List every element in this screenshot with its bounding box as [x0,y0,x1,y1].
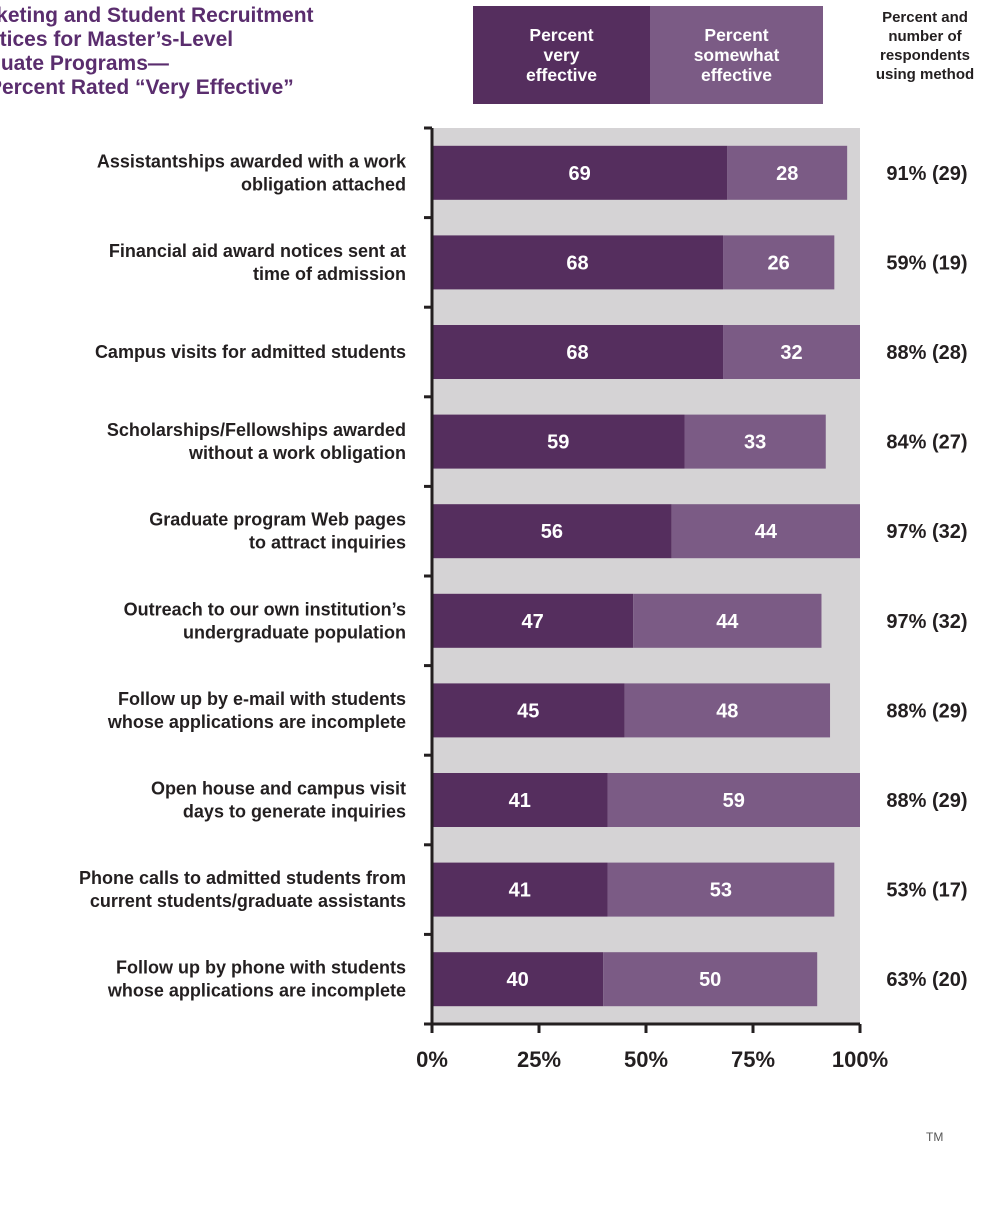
x-tick-label-4: 100% [832,1047,888,1072]
category-label-3: Campus visits for admitted students [95,342,406,362]
x-tick-label-2: 50% [624,1047,668,1072]
usage-column-header: Percent and number of respondents using … [875,9,975,83]
category-label-9-line-1: Phone calls to admitted students from [79,868,406,888]
legend-somewhat-effective: Percent somewhat effective [650,6,823,104]
category-label-10-line-2: whose applications are incomplete [107,981,406,1001]
bar-somewhat-10 [603,952,818,1007]
value-label-somewhat-4: 33 [744,432,766,454]
value-label-somewhat-7: 48 [716,700,738,722]
usage-label-1: 91% (29) [886,163,967,185]
bar-somewhat-9 [607,862,835,917]
bar-very-4 [432,414,685,469]
bar-somewhat-2 [723,235,835,290]
bar-very-3 [432,325,724,379]
bar-very-8 [432,773,608,827]
value-label-very-4: 59 [547,432,569,454]
value-label-somewhat-1: 28 [776,163,798,185]
category-label-4-line-2: without a work obligation [188,443,406,463]
legend-very-effective: Percent very effective [473,6,650,104]
category-label-5-line-2: to attract inquiries [249,533,406,553]
category-label-6-line-2: undergraduate population [183,622,406,642]
usage-label-7: 88% (29) [886,700,967,722]
bar-very-9 [432,862,608,917]
value-label-somewhat-6: 44 [716,611,739,633]
bar-very-10 [432,952,604,1007]
category-label-7-line-2: whose applications are incomplete [107,712,406,732]
bar-very-5 [432,504,672,559]
bar-somewhat-5 [671,504,860,559]
value-label-very-3: 68 [566,342,588,364]
category-label-8-line-2: days to generate inquiries [183,802,406,822]
usage-label-10: 63% (20) [886,969,967,991]
value-label-somewhat-5: 44 [755,521,778,543]
value-label-very-8: 41 [509,790,531,812]
value-label-somewhat-8: 59 [723,790,745,812]
x-tick-label-0: 0% [416,1047,448,1072]
category-label-10-line-1: Follow up by phone with students [116,958,406,978]
bar-somewhat-4 [684,414,826,469]
usage-label-3: 88% (28) [886,342,967,364]
usage-label-4: 84% (27) [886,432,967,454]
bar-very-7 [432,683,625,738]
usage-label-5: 97% (32) [886,521,967,543]
value-label-somewhat-10: 50 [699,969,721,991]
value-label-very-6: 47 [521,611,543,633]
x-tick-label-1: 25% [517,1047,561,1072]
value-label-somewhat-2: 26 [768,252,790,274]
category-label-8-line-1: Open house and campus visit [151,779,406,799]
category-label-9-line-2: current students/graduate assistants [90,891,406,911]
bar-somewhat-8 [607,773,860,827]
category-label-2-line-2: time of admission [253,264,406,284]
category-label-1-line-1: Assistantships awarded with a work [97,151,407,171]
x-tick-label-3: 75% [731,1047,775,1072]
category-label-7-line-1: Follow up by e-mail with students [118,689,406,709]
value-label-very-2: 68 [566,252,588,274]
bar-somewhat-7 [624,683,831,738]
value-label-very-9: 41 [509,880,531,902]
usage-label-8: 88% (29) [886,790,967,812]
bar-somewhat-3 [723,325,860,379]
chart-title: rketing and Student Recruitment ctices f… [0,4,314,99]
value-label-very-1: 69 [569,163,591,185]
category-label-4-line-1: Scholarships/Fellowships awarded [107,420,406,440]
value-label-somewhat-9: 53 [710,880,732,902]
usage-label-2: 59% (19) [886,252,967,274]
bar-very-1 [432,145,728,200]
category-label-1-line-2: obligation attached [241,174,406,194]
category-label-2-line-1: Financial aid award notices sent at [109,241,406,261]
bar-somewhat-1 [727,145,848,200]
value-label-somewhat-3: 32 [780,342,802,364]
category-label-5-line-1: Graduate program Web pages [149,510,406,530]
value-label-very-10: 40 [506,969,528,991]
bar-somewhat-6 [633,593,822,648]
value-label-very-5: 56 [541,521,563,543]
bar-very-2 [432,235,724,290]
usage-label-9: 53% (17) [886,880,967,902]
value-label-very-7: 45 [517,700,539,722]
trademark-mark: TM [926,1130,944,1144]
bar-very-6 [432,593,634,648]
usage-label-6: 97% (32) [886,611,967,633]
category-label-6-line-1: Outreach to our own institution’s [124,599,406,619]
